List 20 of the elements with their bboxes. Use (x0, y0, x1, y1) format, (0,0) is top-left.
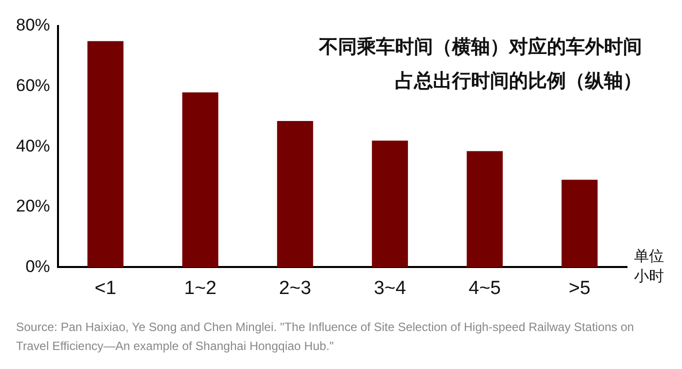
x-tick-label: >5 (568, 278, 590, 299)
x-axis-title: 单位小时 (634, 246, 665, 286)
x-tick-label: 3~4 (374, 278, 406, 299)
x-tick-label: <1 (94, 278, 116, 299)
bar (372, 140, 408, 268)
x-tick-label: 2~3 (278, 278, 312, 299)
bar (277, 120, 314, 268)
bar (182, 92, 218, 268)
source-note: Source: Pan Haixiao, Ye Song and Chen Minglei. "The Influence of Site Selection of High-speed Railway Stations on Travel Efficiency—An example of Shanghai Hongqiao Hub." (16, 319, 635, 355)
x-tick-label: 1~2 (184, 278, 216, 299)
text: 不同乘车时间（横轴）对应的车外时间占总出行时间的比例（纵轴） (318, 35, 642, 94)
y-tick-label: 0% (25, 256, 50, 276)
y-tick-label: 60% (16, 76, 50, 95)
bar (562, 180, 598, 268)
bar (87, 41, 124, 268)
x-tick-label: 4~5 (468, 278, 501, 299)
y-tick-label: 40% (16, 136, 50, 156)
y-tick-label: 20% (16, 196, 50, 216)
bar (466, 151, 503, 268)
y-tick-label: 80% (16, 16, 50, 35)
